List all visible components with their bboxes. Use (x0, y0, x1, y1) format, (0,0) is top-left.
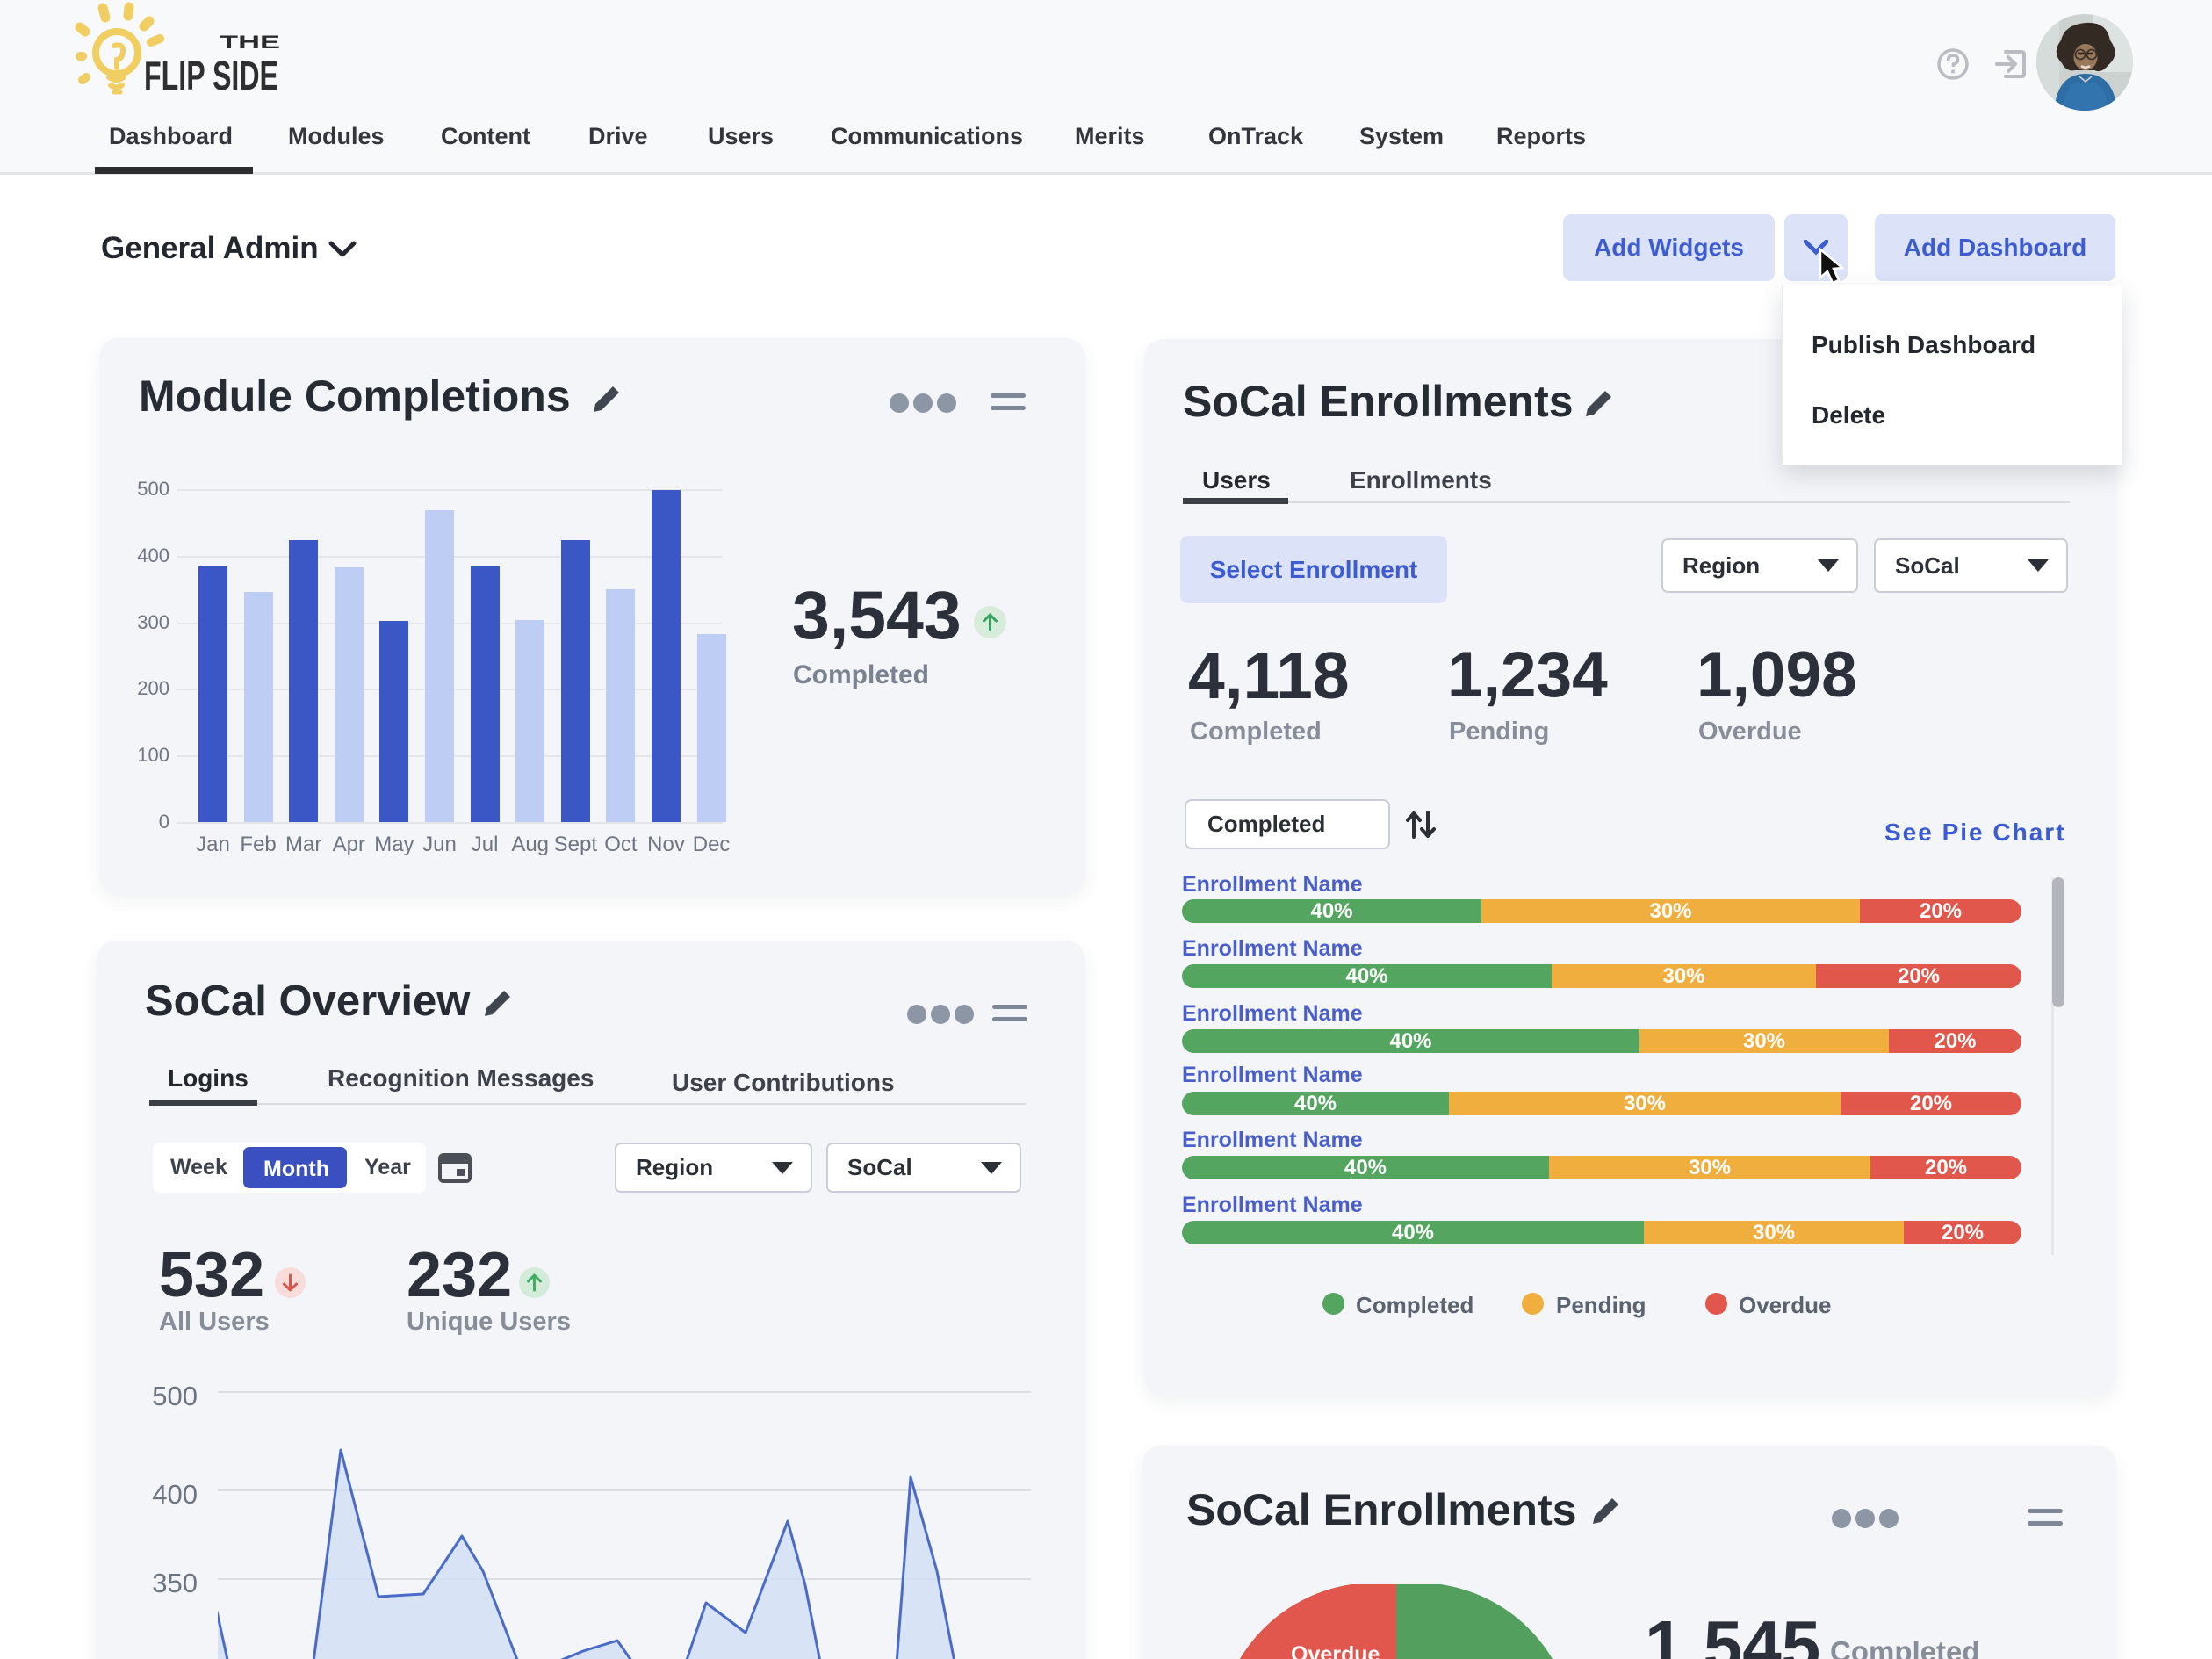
svg-text:THE: THE (220, 32, 280, 53)
svg-text:Overdue: Overdue (1291, 1642, 1380, 1659)
svg-text:FLIP SIDE: FLIP SIDE (144, 53, 278, 98)
